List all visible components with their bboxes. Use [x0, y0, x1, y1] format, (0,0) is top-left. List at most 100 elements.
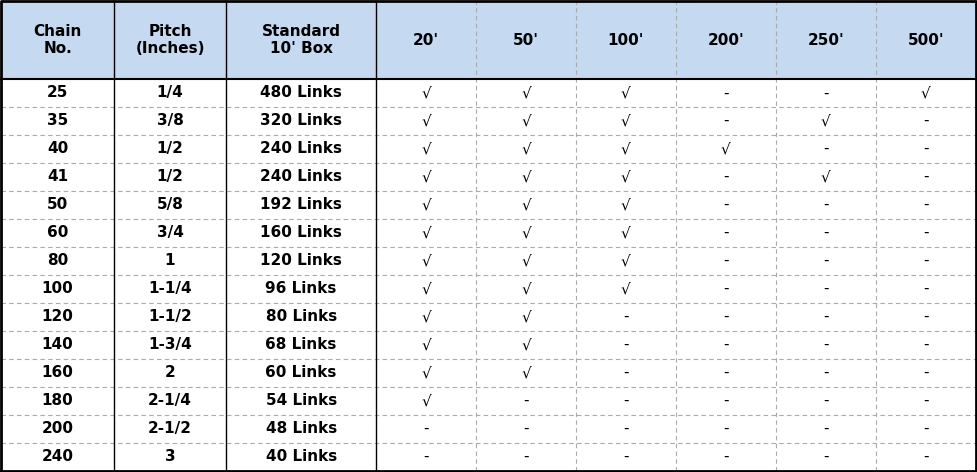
- Text: 1/2: 1/2: [156, 141, 184, 156]
- Text: 50: 50: [47, 197, 68, 212]
- Bar: [776, 443, 875, 471]
- Bar: [875, 443, 976, 471]
- Text: √: √: [521, 253, 531, 268]
- Text: 180: 180: [42, 393, 73, 408]
- Bar: [776, 331, 875, 359]
- Text: √: √: [421, 309, 431, 324]
- Bar: [376, 163, 476, 191]
- Bar: [476, 219, 575, 247]
- Bar: [676, 135, 776, 163]
- Bar: [575, 331, 676, 359]
- Bar: [875, 135, 976, 163]
- Text: 3/4: 3/4: [156, 225, 184, 240]
- Bar: [1, 191, 113, 219]
- Text: √: √: [521, 309, 531, 324]
- Text: -: -: [923, 309, 928, 324]
- Bar: [575, 135, 676, 163]
- Bar: [1, 331, 113, 359]
- Text: 250': 250': [807, 33, 844, 48]
- Text: 5/8: 5/8: [156, 197, 184, 212]
- Text: 240: 240: [42, 449, 73, 464]
- Bar: [575, 387, 676, 414]
- Bar: [376, 414, 476, 443]
- Bar: [227, 219, 376, 247]
- Text: -: -: [923, 225, 928, 240]
- Bar: [376, 219, 476, 247]
- Text: -: -: [923, 393, 928, 408]
- Bar: [113, 331, 227, 359]
- Text: √: √: [621, 169, 631, 184]
- Text: -: -: [723, 225, 729, 240]
- Bar: [227, 191, 376, 219]
- Bar: [227, 163, 376, 191]
- Bar: [227, 107, 376, 135]
- Text: 140: 140: [42, 337, 73, 352]
- Text: -: -: [723, 197, 729, 212]
- Text: 20': 20': [413, 33, 439, 48]
- Text: -: -: [623, 337, 628, 352]
- Bar: [875, 1, 976, 79]
- Bar: [227, 275, 376, 303]
- Bar: [575, 79, 676, 107]
- Text: 192 Links: 192 Links: [260, 197, 342, 212]
- Bar: [113, 247, 227, 275]
- Bar: [776, 163, 875, 191]
- Text: 3/8: 3/8: [156, 113, 184, 128]
- Bar: [376, 443, 476, 471]
- Text: Chain
No.: Chain No.: [33, 24, 82, 56]
- Text: 200: 200: [42, 421, 73, 436]
- Text: -: -: [823, 141, 828, 156]
- Text: √: √: [621, 141, 631, 156]
- Bar: [476, 275, 575, 303]
- Text: 2-1/2: 2-1/2: [148, 421, 192, 436]
- Text: -: -: [623, 449, 628, 464]
- Bar: [376, 191, 476, 219]
- Bar: [227, 135, 376, 163]
- Text: √: √: [421, 337, 431, 352]
- Text: 500': 500': [908, 33, 944, 48]
- Bar: [875, 107, 976, 135]
- Bar: [575, 247, 676, 275]
- Bar: [1, 135, 113, 163]
- Bar: [776, 135, 875, 163]
- Bar: [113, 135, 227, 163]
- Bar: [113, 219, 227, 247]
- Text: √: √: [521, 337, 531, 352]
- Text: 1: 1: [165, 253, 175, 268]
- Text: √: √: [421, 113, 431, 128]
- Bar: [476, 191, 575, 219]
- Text: √: √: [521, 85, 531, 101]
- Bar: [113, 1, 227, 79]
- Bar: [776, 247, 875, 275]
- Bar: [676, 79, 776, 107]
- Text: -: -: [623, 365, 628, 380]
- Bar: [875, 331, 976, 359]
- Bar: [1, 219, 113, 247]
- Text: 160 Links: 160 Links: [260, 225, 342, 240]
- Text: -: -: [923, 365, 928, 380]
- Text: √: √: [521, 281, 531, 296]
- Text: √: √: [521, 141, 531, 156]
- Bar: [676, 387, 776, 414]
- Bar: [575, 414, 676, 443]
- Text: -: -: [823, 253, 828, 268]
- Bar: [476, 443, 575, 471]
- Bar: [875, 303, 976, 331]
- Bar: [875, 247, 976, 275]
- Bar: [476, 163, 575, 191]
- Text: 1-3/4: 1-3/4: [149, 337, 191, 352]
- Text: √: √: [821, 169, 830, 184]
- Text: 41: 41: [47, 169, 68, 184]
- Bar: [776, 107, 875, 135]
- Bar: [1, 275, 113, 303]
- Bar: [575, 359, 676, 387]
- Text: 60: 60: [47, 225, 68, 240]
- Text: -: -: [723, 85, 729, 101]
- Text: -: -: [423, 449, 429, 464]
- Bar: [113, 414, 227, 443]
- Bar: [676, 219, 776, 247]
- Bar: [476, 1, 575, 79]
- Text: √: √: [421, 393, 431, 408]
- Text: -: -: [723, 309, 729, 324]
- Bar: [776, 275, 875, 303]
